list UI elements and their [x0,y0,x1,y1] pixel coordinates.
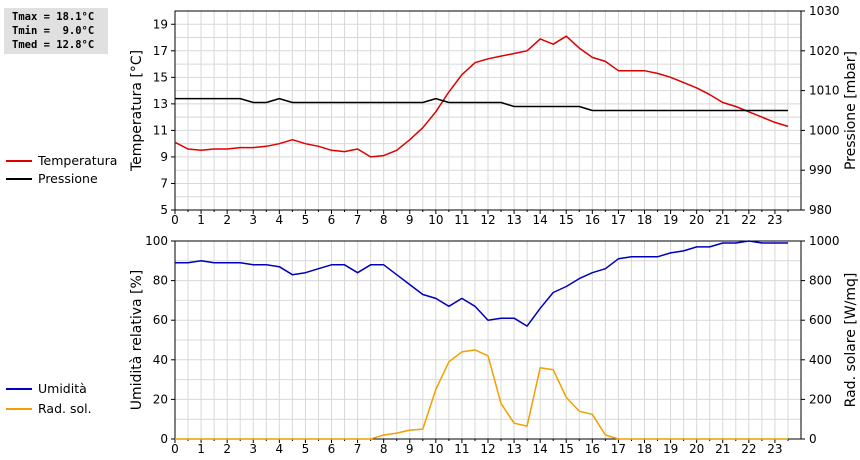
hum-xtick-label: 6 [328,442,336,456]
temp-xtick-label: 4 [276,213,284,227]
temp-xtick-label: 15 [559,213,574,227]
hum-ytick-right-label: 1000 [809,234,840,248]
temp-xtick-label: 18 [637,213,652,227]
hum-ytick-left-label: 100 [145,234,168,248]
temp-xtick-label: 20 [689,213,704,227]
temp-xtick-label: 2 [223,213,231,227]
hum-xtick-label: 13 [506,442,521,456]
hum-xtick-label: 9 [406,442,414,456]
temp-xtick-label: 23 [767,213,782,227]
temp-ylabel-left: Temperatura [°C] [129,50,145,172]
hum-ytick-right-label: 0 [809,432,817,446]
hum-xtick-label: 10 [428,442,443,456]
hum-xtick-label: 4 [276,442,284,456]
hum-xtick-label: 22 [741,442,756,456]
temp-xtick-label: 7 [354,213,362,227]
hum-xtick-label: 20 [689,442,704,456]
hum-xtick-label: 5 [302,442,310,456]
series-line-pressione [175,97,788,112]
hum-ytick-left-label: 20 [153,392,168,406]
hum-ytick-right-label: 200 [809,392,832,406]
temp-ytick-left-label: 15 [153,70,168,84]
temp-ytick-left-label: 19 [153,17,168,31]
stats-box: Tmax = 18.1°C Tmin = 9.0°C Tmed = 12.8°C [4,8,108,54]
temp-ytick-left-label: 11 [153,123,168,137]
temp-xtick-label: 5 [302,213,310,227]
temp-xtick-label: 10 [428,213,443,227]
hum-xtick-label: 2 [223,442,231,456]
legend-line-pressione [6,178,32,180]
hum-xtick-label: 15 [559,442,574,456]
temp-xtick-label: 8 [380,213,388,227]
hum-xtick-label: 19 [663,442,678,456]
temp-xtick-label: 17 [611,213,626,227]
legend-label-pressione: Pressione [38,171,98,186]
hum-xtick-label: 8 [380,442,388,456]
temp-ytick-right-label: 1010 [809,84,840,98]
hum-xtick-label: 12 [480,442,495,456]
temp-ytick-left-label: 7 [160,176,168,190]
temp-ytick-left-label: 9 [160,150,168,164]
temp-xtick-label: 14 [533,213,548,227]
temp-ytick-right-label: 990 [809,163,832,177]
legend-label-temperatura: Temperatura [38,153,118,168]
temp-xtick-label: 19 [663,213,678,227]
temp-xtick-label: 1 [197,213,205,227]
series-line-rad-sol [175,349,788,440]
stat-tmin: Tmin = 9.0°C [12,25,95,37]
hum-ylabel-left: Umidità relativa [%] [129,270,145,411]
temp-xtick-label: 16 [585,213,600,227]
legend-label-radsol: Rad. sol. [38,401,92,416]
hum-ytick-left-label: 80 [153,274,168,288]
series-line-temperatura [174,35,789,158]
hum-ytick-left-label: 40 [153,353,168,367]
temp-ytick-left-label: 13 [153,97,168,111]
legend-label-umidita: Umidità [38,381,87,396]
temp-ytick-right-label: 1000 [809,123,840,137]
hum-xtick-label: 23 [767,442,782,456]
hum-xtick-label: 11 [454,442,469,456]
hum-ytick-left-label: 60 [153,313,168,327]
temp-ytick-right-label: 1020 [809,44,840,58]
hum-xtick-label: 16 [585,442,600,456]
hum-ytick-right-label: 600 [809,313,832,327]
stat-tmed: Tmed = 12.8°C [12,39,95,51]
temp-xtick-label: 22 [741,213,756,227]
temp-xtick-label: 9 [406,213,414,227]
legend-line-radsol [6,408,32,410]
series-line-umidit [175,240,788,327]
hum-xtick-label: 17 [611,442,626,456]
hum-xtick-label: 14 [533,442,548,456]
stat-tmax: Tmax = 18.1°C [12,11,95,23]
temp-xtick-label: 12 [480,213,495,227]
temp-xtick-label: 3 [249,213,257,227]
legend-line-temperatura [6,160,32,162]
temp-ytick-left-label: 5 [160,203,168,217]
legend-line-umidita [6,388,32,390]
temp-xtick-label: 6 [328,213,336,227]
hum-xtick-label: 18 [637,442,652,456]
temp-xtick-label: 13 [506,213,521,227]
temp-xtick-label: 11 [454,213,469,227]
hum-xtick-label: 0 [171,442,179,456]
hum-ytick-right-label: 800 [809,274,832,288]
hum-xtick-label: 7 [354,442,362,456]
hum-xtick-label: 1 [197,442,205,456]
temp-ylabel-right: Pressione [mbar] [843,51,859,170]
temp-ytick-left-label: 17 [153,44,168,58]
hum-xtick-label: 3 [249,442,257,456]
temp-xtick-label: 21 [715,213,730,227]
temp-ytick-right-label: 980 [809,203,832,217]
hum-ytick-right-label: 400 [809,353,832,367]
hum-ytick-left-label: 0 [160,432,168,446]
temp-ytick-right-label: 1030 [809,4,840,18]
hum-xtick-label: 21 [715,442,730,456]
hum-ylabel-right: Rad. solare [W/mq] [843,273,859,408]
temp-xtick-label: 0 [171,213,179,227]
